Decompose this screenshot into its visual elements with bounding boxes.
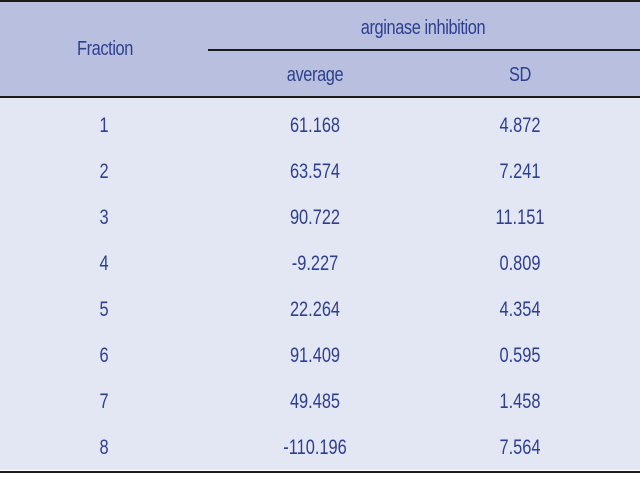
cell-average: -110.196 [283, 436, 347, 459]
table-row: 4 -9.227 0.809 [0, 244, 640, 290]
bottom-rule [0, 471, 640, 473]
cell-sd: 7.564 [499, 436, 541, 459]
top-rule [0, 0, 640, 2]
cell-fraction: 5 [99, 298, 109, 321]
column-header-sd: SD [509, 64, 531, 86]
cell-fraction: 8 [99, 436, 109, 459]
cell-sd: 4.354 [499, 298, 541, 321]
column-group-header: arginase inhibition [360, 17, 486, 39]
cell-average: -9.227 [291, 252, 339, 275]
table-rows: 1 61.168 4.872 2 63.574 7.241 3 90.722 1… [0, 106, 640, 474]
cell-average: 63.574 [289, 160, 341, 183]
cell-average: 61.168 [289, 114, 341, 137]
table-row: 2 63.574 7.241 [0, 152, 640, 198]
cell-fraction: 3 [99, 206, 109, 229]
cell-sd: 1.458 [499, 390, 541, 413]
table-header [0, 0, 640, 97]
table-row: 5 22.264 4.354 [0, 290, 640, 336]
header-rule [0, 96, 640, 98]
cell-average: 22.264 [289, 298, 341, 321]
cell-fraction: 7 [99, 390, 109, 413]
column-header-average: average [286, 64, 344, 86]
table-row: 3 90.722 11.151 [0, 198, 640, 244]
cell-sd: 0.809 [499, 252, 541, 275]
cell-sd: 4.872 [499, 114, 541, 137]
cell-average: 90.722 [289, 206, 341, 229]
cell-fraction: 1 [99, 114, 109, 137]
table-row: 6 91.409 0.595 [0, 336, 640, 382]
table-row: 1 61.168 4.872 [0, 106, 640, 152]
cell-fraction: 4 [99, 252, 109, 275]
table-body [0, 98, 640, 470]
group-rule [208, 49, 640, 51]
table-row: 8 -110.196 7.564 [0, 428, 640, 474]
cell-sd: 7.241 [499, 160, 541, 183]
cell-sd: 0.595 [499, 344, 541, 367]
cell-fraction: 6 [99, 344, 109, 367]
table-row: 7 49.485 1.458 [0, 382, 640, 428]
column-header-fraction: Fraction [77, 38, 133, 60]
cell-average: 91.409 [289, 344, 341, 367]
cell-average: 49.485 [289, 390, 341, 413]
cell-fraction: 2 [99, 160, 109, 183]
cell-sd: 11.151 [495, 206, 545, 229]
